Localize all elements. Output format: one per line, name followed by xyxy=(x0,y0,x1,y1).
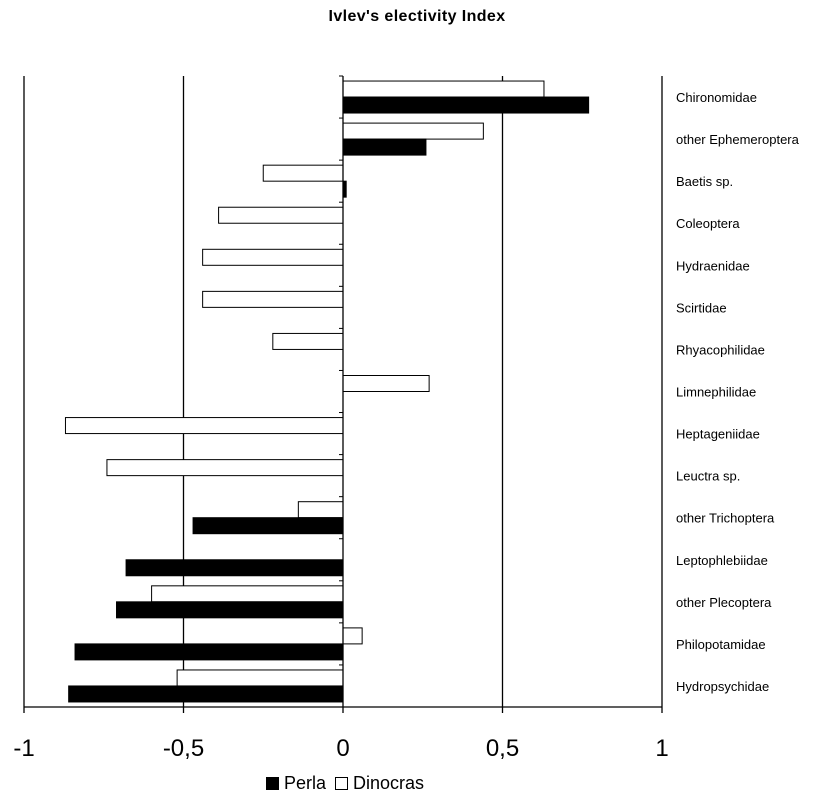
bar-dinocras xyxy=(218,206,344,224)
chart-title: Ivlev's electivity Index xyxy=(328,8,506,25)
legend: Perla Dinocras xyxy=(0,773,690,795)
legend-label-dinocras: Dinocras xyxy=(353,773,425,793)
bar-perla xyxy=(192,517,344,535)
bar-perla xyxy=(342,96,590,114)
category-label: other Plecoptera xyxy=(676,595,772,610)
legend-item-dinocras: Dinocras xyxy=(335,773,424,794)
category-label: Leuctra sp. xyxy=(676,469,740,484)
legend-swatch-dinocras xyxy=(335,777,348,790)
category-labels: Chironomidae other Ephemeroptera Baetis sp… xyxy=(676,90,800,694)
x-tick-label: 0,5 xyxy=(486,735,519,762)
legend-swatch-perla xyxy=(265,777,279,790)
x-tick-label: -0,5 xyxy=(163,735,204,762)
category-label: Coleoptera xyxy=(676,216,740,231)
bar-perla xyxy=(68,685,344,703)
bar-dinocras xyxy=(176,669,344,687)
category-label: Leptophlebiidae xyxy=(676,553,768,568)
x-tick-label: 1 xyxy=(655,735,668,762)
category-label: Chironomidae xyxy=(676,90,757,105)
bar-perla xyxy=(74,643,344,661)
x-tick-label: -1 xyxy=(13,735,34,762)
category-label: Baetis sp. xyxy=(676,174,733,189)
bar-perla xyxy=(125,559,344,577)
bar-dinocras xyxy=(272,332,344,350)
bar-dinocras xyxy=(64,417,344,435)
bar-dinocras xyxy=(342,375,430,392)
category-label: Hydropsychidae xyxy=(676,679,769,694)
bar-perla xyxy=(116,601,344,619)
category-label: other Ephemeroptera xyxy=(676,132,800,147)
gridlines xyxy=(23,76,663,707)
category-label: Heptageniidae xyxy=(676,427,760,442)
bar-dinocras xyxy=(202,290,344,308)
category-label: Limnephilidae xyxy=(676,385,756,400)
category-label: Rhyacophilidae xyxy=(676,342,765,357)
bar-dinocras xyxy=(342,627,363,645)
axes xyxy=(23,75,663,713)
bar-dinocras xyxy=(262,164,344,182)
legend-label-perla: Perla xyxy=(283,773,326,793)
bar-dinocras xyxy=(342,80,545,98)
bar-dinocras xyxy=(151,585,344,603)
category-label: other Trichoptera xyxy=(676,511,775,526)
legend-item-perla: Perla xyxy=(265,773,326,794)
bars xyxy=(64,80,590,703)
category-label: Hydraenidae xyxy=(676,258,750,273)
bar-dinocras xyxy=(106,459,344,477)
bar-dinocras xyxy=(297,501,344,519)
category-label: Scirtidae xyxy=(676,300,727,315)
bar-dinocras xyxy=(202,248,344,266)
tick-labels: -1 -0,5 0 0,5 1 xyxy=(13,735,668,762)
bar-dinocras xyxy=(342,122,484,140)
category-label: Philopotamidae xyxy=(676,637,766,652)
bar-perla xyxy=(342,138,427,156)
x-tick-label: 0 xyxy=(336,735,349,762)
